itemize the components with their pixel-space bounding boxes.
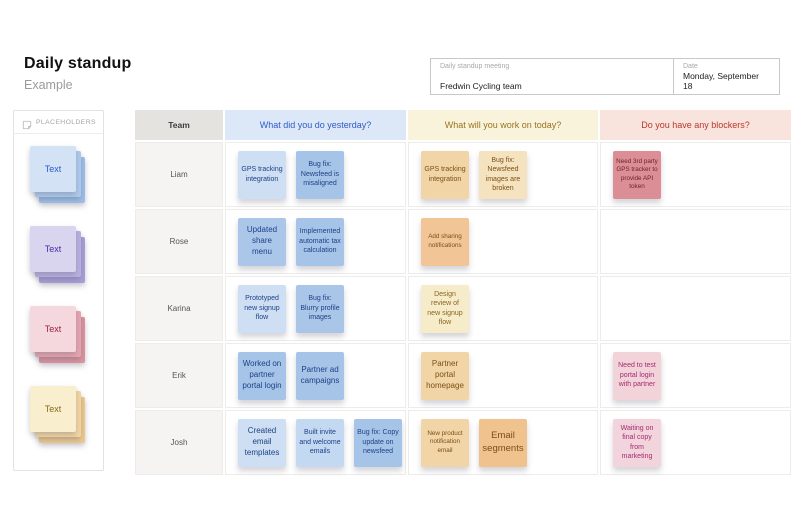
note-group: Partner portal homepage: [421, 351, 597, 400]
sticky-note[interactable]: Bug fix: Newsfeed is misaligned: [296, 150, 344, 199]
placeholder-stack-pink[interactable]: Text: [30, 306, 87, 363]
table-row-liam: Liam GPS tracking integration Bug fix: New…: [135, 142, 791, 207]
sticky-note[interactable]: Worked on partner portal login: [238, 351, 286, 400]
sticky-note[interactable]: Bug fix: Copy update on newsfeed: [354, 418, 402, 467]
note-group: Need 3rd party GPS tracker to provide AP…: [613, 150, 790, 199]
column-header-team: Team: [135, 110, 223, 140]
placeholder-note-purple[interactable]: Text: [30, 226, 76, 272]
team-member-name: Josh: [135, 410, 223, 475]
today-cell: Partner portal homepage: [408, 343, 598, 408]
column-header-blockers: Do you have any blockers?: [600, 110, 791, 140]
note-group: New product notification email Email segm…: [421, 418, 597, 467]
table-header-row: Team What did you do yesterday? What will …: [135, 110, 791, 140]
sticky-note[interactable]: GPS tracking integration: [238, 150, 286, 199]
today-cell: GPS tracking integration Bug fix: Newsfee…: [408, 142, 598, 207]
table-row-rose: Rose Updated share menu Implemented automa…: [135, 209, 791, 274]
team-member-name: Rose: [135, 209, 223, 274]
blockers-cell: [600, 209, 791, 274]
yesterday-cell: Updated share menu Implemented automatic …: [225, 209, 406, 274]
sticky-note-icon: [22, 117, 32, 130]
column-header-yesterday: What did you do yesterday?: [225, 110, 406, 140]
placeholder-stack-yellow[interactable]: Text: [30, 386, 87, 443]
sticky-note[interactable]: New product notification email: [421, 418, 469, 467]
blockers-cell: Need 3rd party GPS tracker to provide AP…: [600, 142, 791, 207]
yesterday-cell: GPS tracking integration Bug fix: Newsfee…: [225, 142, 406, 207]
yesterday-cell: Worked on partner portal login Partner ad…: [225, 343, 406, 408]
sticky-note[interactable]: Updated share menu: [238, 217, 286, 266]
column-header-today: What will you work on today?: [408, 110, 598, 140]
note-group: GPS tracking integration Bug fix: Newsfee…: [421, 150, 597, 199]
yesterday-cell: Prototyped new signup flow Bug fix: Blurr…: [225, 276, 406, 341]
today-cell: New product notification email Email segm…: [408, 410, 598, 475]
sticky-note[interactable]: Waiting on final copy from marketing: [613, 418, 661, 467]
sticky-note[interactable]: Need 3rd party GPS tracker to provide AP…: [613, 150, 661, 199]
meeting-date-value[interactable]: Monday, September 18: [683, 71, 759, 91]
blockers-cell: [600, 276, 791, 341]
today-cell: Design review of new signup flow: [408, 276, 598, 341]
standup-table: Team What did you do yesterday? What will …: [133, 108, 793, 477]
table-row-karina: Karina Prototyped new signup flow Bug fix:…: [135, 276, 791, 341]
page-subtitle: Example: [24, 78, 73, 92]
blockers-cell: Need to test portal login with partner: [600, 343, 791, 408]
sticky-note[interactable]: Need to test portal login with partner: [613, 351, 661, 400]
note-group: Waiting on final copy from marketing: [613, 418, 790, 467]
team-member-name: Karina: [135, 276, 223, 341]
table-row-josh: Josh Created email templates Built invite …: [135, 410, 791, 475]
sticky-note[interactable]: Add sharing notifications: [421, 217, 469, 266]
placeholder-note-yellow[interactable]: Text: [30, 386, 76, 432]
sticky-note[interactable]: Email segments: [479, 418, 527, 467]
placeholder-note-blue[interactable]: Text: [30, 146, 76, 192]
note-group: Updated share menu Implemented automatic …: [238, 217, 405, 266]
meeting-name-field[interactable]: Daily standup meeting Fredwin Cycling te…: [431, 59, 673, 94]
note-group: Prototyped new signup flow Bug fix: Blurr…: [238, 284, 405, 333]
meeting-info-box: Daily standup meeting Fredwin Cycling te…: [430, 58, 780, 95]
placeholder-stack-blue[interactable]: Text: [30, 146, 87, 203]
sticky-note[interactable]: Created email templates: [238, 418, 286, 467]
placeholder-stack-purple[interactable]: Text: [30, 226, 87, 283]
meeting-name-value[interactable]: Fredwin Cycling team: [440, 81, 522, 91]
sticky-note[interactable]: GPS tracking integration: [421, 150, 469, 199]
meeting-name-label: Daily standup meeting: [440, 63, 510, 70]
sticky-note[interactable]: Bug fix: Newsfeed images are broken: [479, 150, 527, 199]
yesterday-cell: Created email templates Built invite and …: [225, 410, 406, 475]
placeholders-header: PLACEHOLDERS: [14, 111, 103, 134]
sticky-note[interactable]: Partner ad campaigns: [296, 351, 344, 400]
blockers-cell: Waiting on final copy from marketing: [600, 410, 791, 475]
placeholder-note-pink[interactable]: Text: [30, 306, 76, 352]
sticky-note[interactable]: Prototyped new signup flow: [238, 284, 286, 333]
note-group: Worked on partner portal login Partner ad…: [238, 351, 405, 400]
sticky-note[interactable]: Built invite and welcome emails: [296, 418, 344, 467]
note-group: Need to test portal login with partner: [613, 351, 790, 400]
note-group: GPS tracking integration Bug fix: Newsfee…: [238, 150, 405, 199]
sticky-note[interactable]: Implemented automatic tax calculation: [296, 217, 344, 266]
page-title: Daily standup: [24, 55, 132, 72]
today-cell: Add sharing notifications: [408, 209, 598, 274]
note-group: Add sharing notifications: [421, 217, 597, 266]
meeting-date-field[interactable]: Date Monday, September 18: [673, 59, 779, 94]
team-member-name: Erik: [135, 343, 223, 408]
team-member-name: Liam: [135, 142, 223, 207]
table-row-erik: Erik Worked on partner portal login Partne…: [135, 343, 791, 408]
placeholder-stacks: Text Text Text Text: [14, 134, 103, 443]
sticky-note[interactable]: Design review of new signup flow: [421, 284, 469, 333]
meeting-date-label: Date: [683, 63, 698, 70]
note-group: Created email templates Built invite and …: [238, 418, 405, 467]
placeholders-title: PLACEHOLDERS: [36, 118, 96, 126]
sticky-note[interactable]: Partner portal homepage: [421, 351, 469, 400]
note-group: Design review of new signup flow: [421, 284, 597, 333]
placeholders-panel: PLACEHOLDERS Text Text Text Text: [13, 110, 104, 471]
sticky-note[interactable]: Bug fix: Blurry profile images: [296, 284, 344, 333]
